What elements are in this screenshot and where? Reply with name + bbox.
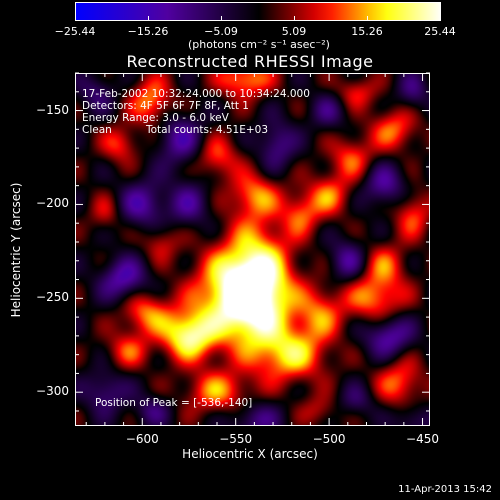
annotation-clean: Clean <box>82 124 112 136</box>
footer-date: 11-Apr-2013 15:42 <box>398 484 492 495</box>
chart-title: Reconstructed RHESSI Image <box>126 52 374 71</box>
colorbar-tick-label: 5.09 <box>281 25 307 38</box>
heatmap-image <box>75 73 430 426</box>
x-tick-label: −600 <box>125 432 159 446</box>
colorbar-tick-label: −25.44 <box>54 25 96 38</box>
colorbar-tick-label: −15.26 <box>127 25 169 38</box>
annotation-total-counts: Total counts: 4.51E+03 <box>146 124 269 136</box>
colorbar-tick-label: 15.26 <box>351 25 383 38</box>
annotation-energy: Energy Range: 3.0 - 6.0 keV <box>82 112 229 124</box>
colorbar-tick <box>366 16 368 21</box>
colorbar-tick <box>294 16 295 21</box>
x-tick-label: −550 <box>219 432 253 446</box>
x-tick-label: −450 <box>406 432 439 446</box>
colorbar <box>75 2 441 21</box>
x-tick-label: −500 <box>312 432 346 446</box>
y-tick-label: −250 <box>36 290 69 305</box>
colorbar-tick <box>440 16 441 21</box>
colorbar-unit-label: (photons cm⁻² s⁻¹ asec⁻²) <box>188 38 330 51</box>
y-tick-label: −200 <box>36 196 69 211</box>
annotation-time-range: 17-Feb-2002 10:32:24.000 to 10:34:24.000 <box>82 88 310 100</box>
colorbar-gradient <box>76 3 440 20</box>
y-tick-label: −300 <box>36 384 69 399</box>
colorbar-tick <box>148 16 150 21</box>
annotation-detectors: Detectors: 4F 5F 6F 7F 8F, Att 1 <box>82 100 249 112</box>
annotation-peak-position: Position of Peak = [-536,-140] <box>95 397 253 409</box>
colorbar-fill <box>76 3 440 20</box>
x-axis-label: Heliocentric X (arcsec) <box>182 447 318 461</box>
plot-area <box>75 73 430 426</box>
colorbar-tick-label: 25.44 <box>424 25 456 38</box>
y-tick-label: −150 <box>36 102 69 117</box>
colorbar-tick <box>75 16 76 21</box>
y-axis-label: Heliocentric Y (arcsec) <box>9 182 23 318</box>
colorbar-tick <box>220 16 222 21</box>
colorbar-tick-label: −5.09 <box>204 25 238 38</box>
